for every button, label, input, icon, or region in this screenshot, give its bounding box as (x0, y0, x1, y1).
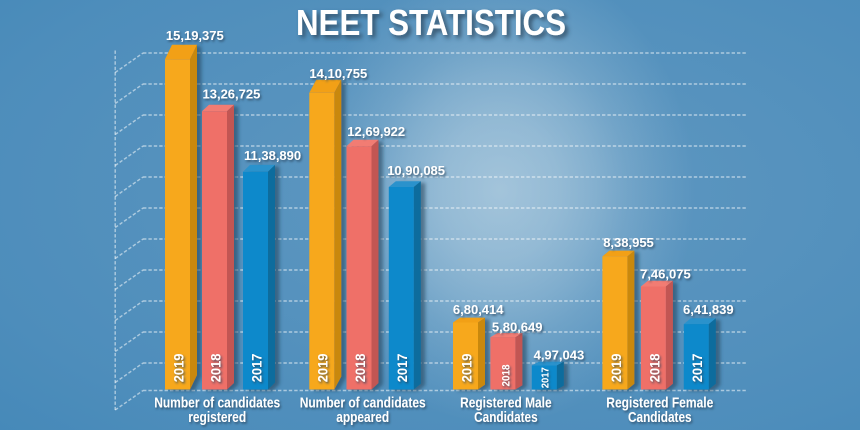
svg-text:5,80,649: 5,80,649 (492, 320, 543, 335)
svg-text:registered: registered (188, 410, 246, 426)
svg-text:6,80,414: 6,80,414 (453, 302, 504, 317)
svg-text:Registered Female: Registered Female (606, 396, 713, 412)
svg-text:2019: 2019 (459, 353, 475, 382)
svg-text:2018: 2018 (353, 353, 369, 382)
svg-text:2017: 2017 (541, 367, 552, 388)
svg-text:10,90,085: 10,90,085 (387, 163, 445, 178)
svg-text:Number of candidates: Number of candidates (154, 396, 280, 412)
svg-text:7,46,075: 7,46,075 (640, 267, 691, 282)
svg-text:2017: 2017 (249, 353, 265, 382)
svg-text:appeared: appeared (336, 410, 389, 426)
svg-text:2019: 2019 (609, 353, 625, 382)
svg-text:12,69,922: 12,69,922 (347, 124, 405, 139)
svg-text:2019: 2019 (171, 353, 187, 382)
svg-text:2017: 2017 (395, 353, 411, 382)
svg-text:NEET STATISTICS: NEET STATISTICS (296, 2, 566, 43)
svg-text:6,41,839: 6,41,839 (683, 302, 734, 317)
svg-text:Candidates: Candidates (628, 410, 692, 426)
svg-text:2017: 2017 (690, 353, 706, 382)
svg-text:13,26,725: 13,26,725 (203, 87, 261, 102)
svg-text:11,38,890: 11,38,890 (244, 148, 301, 163)
svg-text:Registered Male: Registered Male (460, 396, 552, 412)
svg-text:Number of candidates: Number of candidates (300, 396, 426, 412)
svg-text:8,38,955: 8,38,955 (603, 235, 654, 250)
svg-text:Candidates: Candidates (474, 410, 538, 426)
svg-text:2018: 2018 (208, 353, 224, 382)
svg-text:2019: 2019 (316, 353, 332, 382)
svg-text:2018: 2018 (501, 365, 513, 387)
svg-text:15,19,375: 15,19,375 (166, 28, 224, 43)
svg-text:14,10,755: 14,10,755 (309, 66, 367, 81)
svg-text:4,97,043: 4,97,043 (534, 348, 585, 363)
svg-text:2018: 2018 (647, 353, 663, 382)
